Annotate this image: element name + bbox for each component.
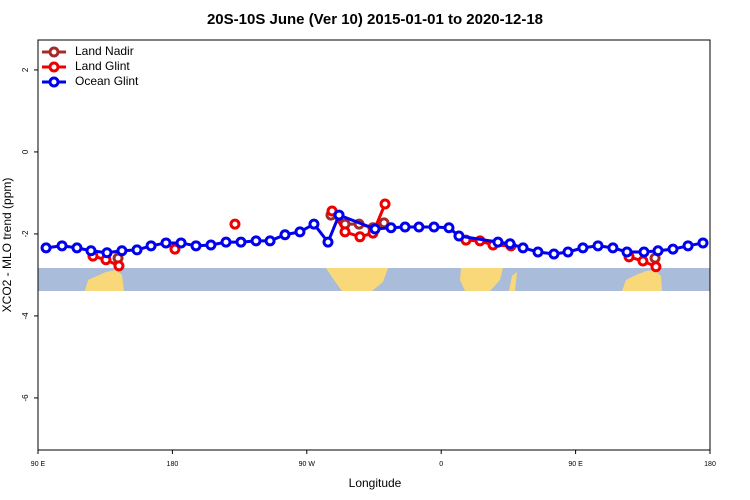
point (385, 222, 397, 234)
point (413, 221, 425, 233)
point (339, 226, 351, 238)
legend-label: Ocean Glint (75, 74, 139, 88)
map-strip (38, 268, 710, 291)
land-australia (85, 270, 124, 291)
point (145, 240, 157, 252)
point (379, 198, 391, 210)
point (308, 218, 320, 230)
point (220, 236, 232, 248)
point (399, 221, 411, 233)
point (294, 226, 306, 238)
point (369, 223, 381, 235)
point (205, 239, 217, 251)
point (279, 229, 291, 241)
point (428, 221, 440, 233)
point (131, 244, 143, 256)
point (682, 240, 694, 252)
point (229, 218, 241, 230)
point (577, 242, 589, 254)
x-tick-label: 90 E (568, 461, 583, 468)
land-south-america (326, 268, 388, 291)
land-australia-2 (622, 270, 662, 291)
y-tick-label: 0 (21, 149, 30, 154)
point (504, 238, 516, 250)
point (443, 222, 455, 234)
point (650, 261, 662, 273)
point (322, 236, 334, 248)
legend-marker (48, 61, 60, 73)
point (697, 237, 709, 249)
point (190, 240, 202, 252)
point (175, 237, 187, 249)
point (453, 230, 465, 242)
y-axis-label: XCO2 - MLO trend (ppm) (0, 178, 14, 313)
legend-label: Land Glint (75, 59, 130, 73)
point (592, 240, 604, 252)
x-tick-label: 90 E (31, 461, 46, 468)
y-tick-label: -2 (21, 230, 30, 238)
point (354, 231, 366, 243)
x-axis-label: Longitude (349, 476, 402, 490)
point (517, 242, 529, 254)
x-tick-label: 90 W (299, 461, 316, 468)
point (548, 248, 560, 260)
legend-marker (48, 76, 60, 88)
point (169, 243, 181, 255)
point (264, 235, 276, 247)
point (113, 260, 125, 272)
point (235, 236, 247, 248)
legend-marker (48, 46, 60, 58)
point (667, 243, 679, 255)
point (250, 235, 262, 247)
chart-title: 20S-10S June (Ver 10) 2015-01-01 to 2020… (207, 11, 543, 28)
y-tick-label: 2 (21, 67, 30, 72)
point (116, 245, 128, 257)
point (652, 245, 664, 257)
point (607, 242, 619, 254)
point (562, 246, 574, 258)
point (621, 246, 633, 258)
x-tick-label: 180 (704, 461, 716, 468)
plot-frame (37, 39, 711, 451)
point (333, 209, 345, 221)
point (40, 242, 52, 254)
point (532, 246, 544, 258)
y-tick-label: -6 (21, 394, 30, 402)
point (160, 237, 172, 249)
point (71, 242, 83, 254)
land-madagascar (509, 272, 517, 291)
point (85, 245, 97, 257)
point (56, 240, 68, 252)
x-tick-label: 0 (439, 461, 443, 468)
point (492, 236, 504, 248)
y-tick-label: -4 (21, 312, 30, 320)
legend-label: Land Nadir (75, 44, 134, 58)
land-africa (460, 268, 503, 291)
x-tick-label: 180 (167, 461, 179, 468)
point (638, 246, 650, 258)
point (637, 255, 649, 267)
point (101, 247, 113, 259)
